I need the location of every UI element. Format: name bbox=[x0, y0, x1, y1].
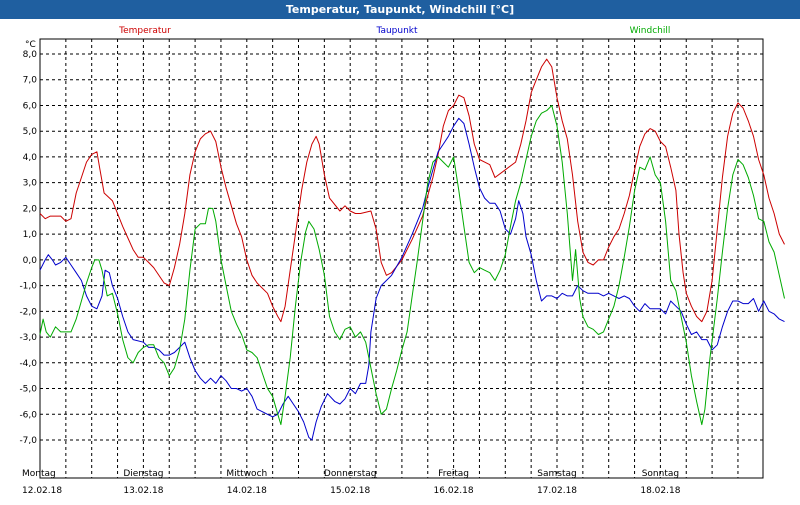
x-tick-weekday: Donnerstag bbox=[324, 469, 377, 479]
x-tick-date: 14.02.18 bbox=[227, 486, 267, 496]
x-tick-weekday: Samstag bbox=[537, 469, 576, 479]
y-tick-label: -7,0 bbox=[19, 436, 37, 446]
y-tick-label: -2,0 bbox=[19, 307, 37, 317]
legend-entry: Temperatur bbox=[118, 26, 171, 36]
y-tick-label: 6,0 bbox=[23, 101, 38, 111]
y-tick-label: 7,0 bbox=[23, 76, 38, 86]
legend-entry: Taupunkt bbox=[375, 26, 418, 36]
y-tick-label: -4,0 bbox=[19, 359, 37, 369]
window-title: Temperatur, Taupunkt, Windchill [°C] bbox=[0, 0, 800, 19]
x-tick-weekday: Freitag bbox=[438, 469, 469, 479]
x-tick-date: 17.02.18 bbox=[537, 486, 577, 496]
plot-area: °C 8,0 7,0 6,0 5,0 4,0 3,0 2,0 1,0 0,0 -1,0 -2,0 -3… bbox=[0, 19, 800, 500]
y-tick-label: 4,0 bbox=[23, 153, 38, 163]
y-tick-label: 8,0 bbox=[23, 50, 38, 60]
x-tick-weekday: Sonntag bbox=[642, 469, 679, 479]
y-tick-label: -3,0 bbox=[19, 333, 37, 343]
y-tick-label: 0,0 bbox=[23, 256, 38, 266]
y-tick-label: 5,0 bbox=[23, 127, 38, 137]
y-axis-unit-label: °C bbox=[25, 40, 36, 50]
series-line bbox=[39, 117, 785, 441]
x-tick-date: 13.02.18 bbox=[123, 486, 163, 496]
plot-frame bbox=[39, 38, 764, 479]
x-tick-weekday: Dienstag bbox=[123, 469, 163, 479]
x-tick-date: 16.02.18 bbox=[434, 486, 474, 496]
series-lines bbox=[39, 58, 785, 441]
legend: Temperatur Taupunkt Windchill bbox=[118, 26, 670, 36]
legend-entry: Windchill bbox=[630, 26, 671, 36]
x-tick-weekday: Montag bbox=[22, 469, 56, 479]
y-tick-label: 3,0 bbox=[23, 179, 38, 189]
y-tick-labels: 8,0 7,0 6,0 5,0 4,0 3,0 2,0 1,0 0,0 -1,0 -2,0 -3,0 -… bbox=[19, 50, 37, 446]
series-line bbox=[39, 58, 785, 323]
y-tick-label: 2,0 bbox=[23, 204, 38, 214]
series-line bbox=[39, 105, 785, 426]
x-tick-date: 15.02.18 bbox=[330, 486, 370, 496]
x-tick-weekday: Mittwoch bbox=[226, 469, 267, 479]
y-tick-label: -6,0 bbox=[19, 410, 37, 420]
grid-lines bbox=[40, 39, 763, 478]
x-tick-date: 12.02.18 bbox=[22, 486, 62, 496]
y-tick-label: 1,0 bbox=[23, 230, 38, 240]
y-tick-label: -5,0 bbox=[19, 385, 37, 395]
y-tick-label: -1,0 bbox=[19, 282, 37, 292]
x-tick-labels: Montag 12.02.18 Dienstag 13.02.18 Mittwoch 14… bbox=[22, 469, 681, 496]
x-tick-date: 18.02.18 bbox=[640, 486, 680, 496]
line-chart: °C 8,0 7,0 6,0 5,0 4,0 3,0 2,0 1,0 0,0 -1,0 -2,0 -3… bbox=[0, 19, 800, 500]
